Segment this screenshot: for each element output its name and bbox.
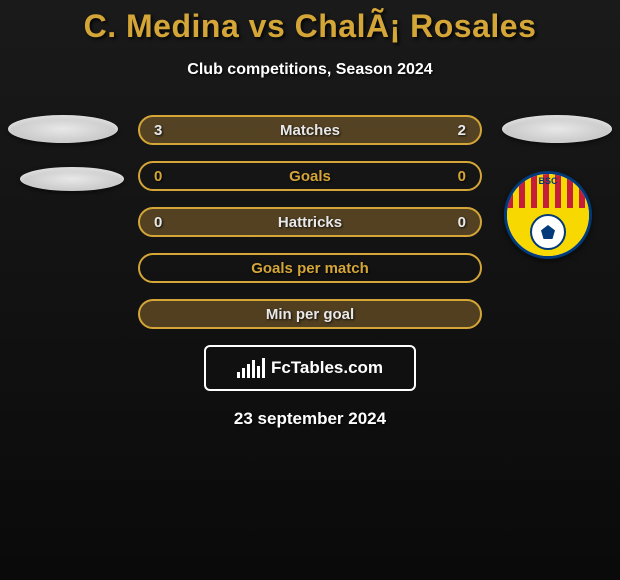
wm-bar xyxy=(247,364,250,378)
player-badge-right xyxy=(502,115,612,143)
wm-bar xyxy=(252,360,255,378)
date-label: 23 september 2024 xyxy=(8,409,612,429)
player-badge-left-bottom xyxy=(20,167,124,191)
stat-label: Goals xyxy=(289,168,331,185)
crest-label: BSC xyxy=(507,176,589,186)
stat-value-right: 2 xyxy=(458,122,466,139)
wm-bar xyxy=(257,366,260,378)
stat-label: Goals per match xyxy=(251,260,369,277)
content-area: BSC 3 Matches 2 0 Goals 0 0 Hattricks 0 Goals per… xyxy=(0,115,620,429)
stat-row: Goals per match xyxy=(138,253,482,283)
stat-label: Hattricks xyxy=(278,214,342,231)
watermark-text: FcTables.com xyxy=(271,358,383,378)
stat-label: Matches xyxy=(280,122,340,139)
watermark: FcTables.com xyxy=(204,345,416,391)
stat-value-left: 0 xyxy=(154,214,162,231)
wm-bar xyxy=(242,368,245,378)
crest-ball-icon xyxy=(530,214,566,250)
club-crest: BSC xyxy=(504,171,592,259)
watermark-bars-icon xyxy=(237,358,265,378)
stat-value-left: 3 xyxy=(154,122,162,139)
player-badge-left-top xyxy=(8,115,118,143)
stat-row: Min per goal xyxy=(138,299,482,329)
stat-value-right: 0 xyxy=(458,214,466,231)
stat-row: 0 Goals 0 xyxy=(138,161,482,191)
wm-bar xyxy=(237,372,240,378)
stat-label: Min per goal xyxy=(266,306,354,323)
wm-bar xyxy=(262,358,265,378)
stat-value-left: 0 xyxy=(154,168,162,185)
crest-lower xyxy=(507,208,589,256)
stat-row: 0 Hattricks 0 xyxy=(138,207,482,237)
stat-value-right: 0 xyxy=(458,168,466,185)
page-title: C. Medina vs ChalÃ¡ Rosales xyxy=(0,0,620,45)
stat-row: 3 Matches 2 xyxy=(138,115,482,145)
stats-container: 3 Matches 2 0 Goals 0 0 Hattricks 0 Goals per mat… xyxy=(138,115,482,329)
subtitle: Club competitions, Season 2024 xyxy=(0,61,620,79)
